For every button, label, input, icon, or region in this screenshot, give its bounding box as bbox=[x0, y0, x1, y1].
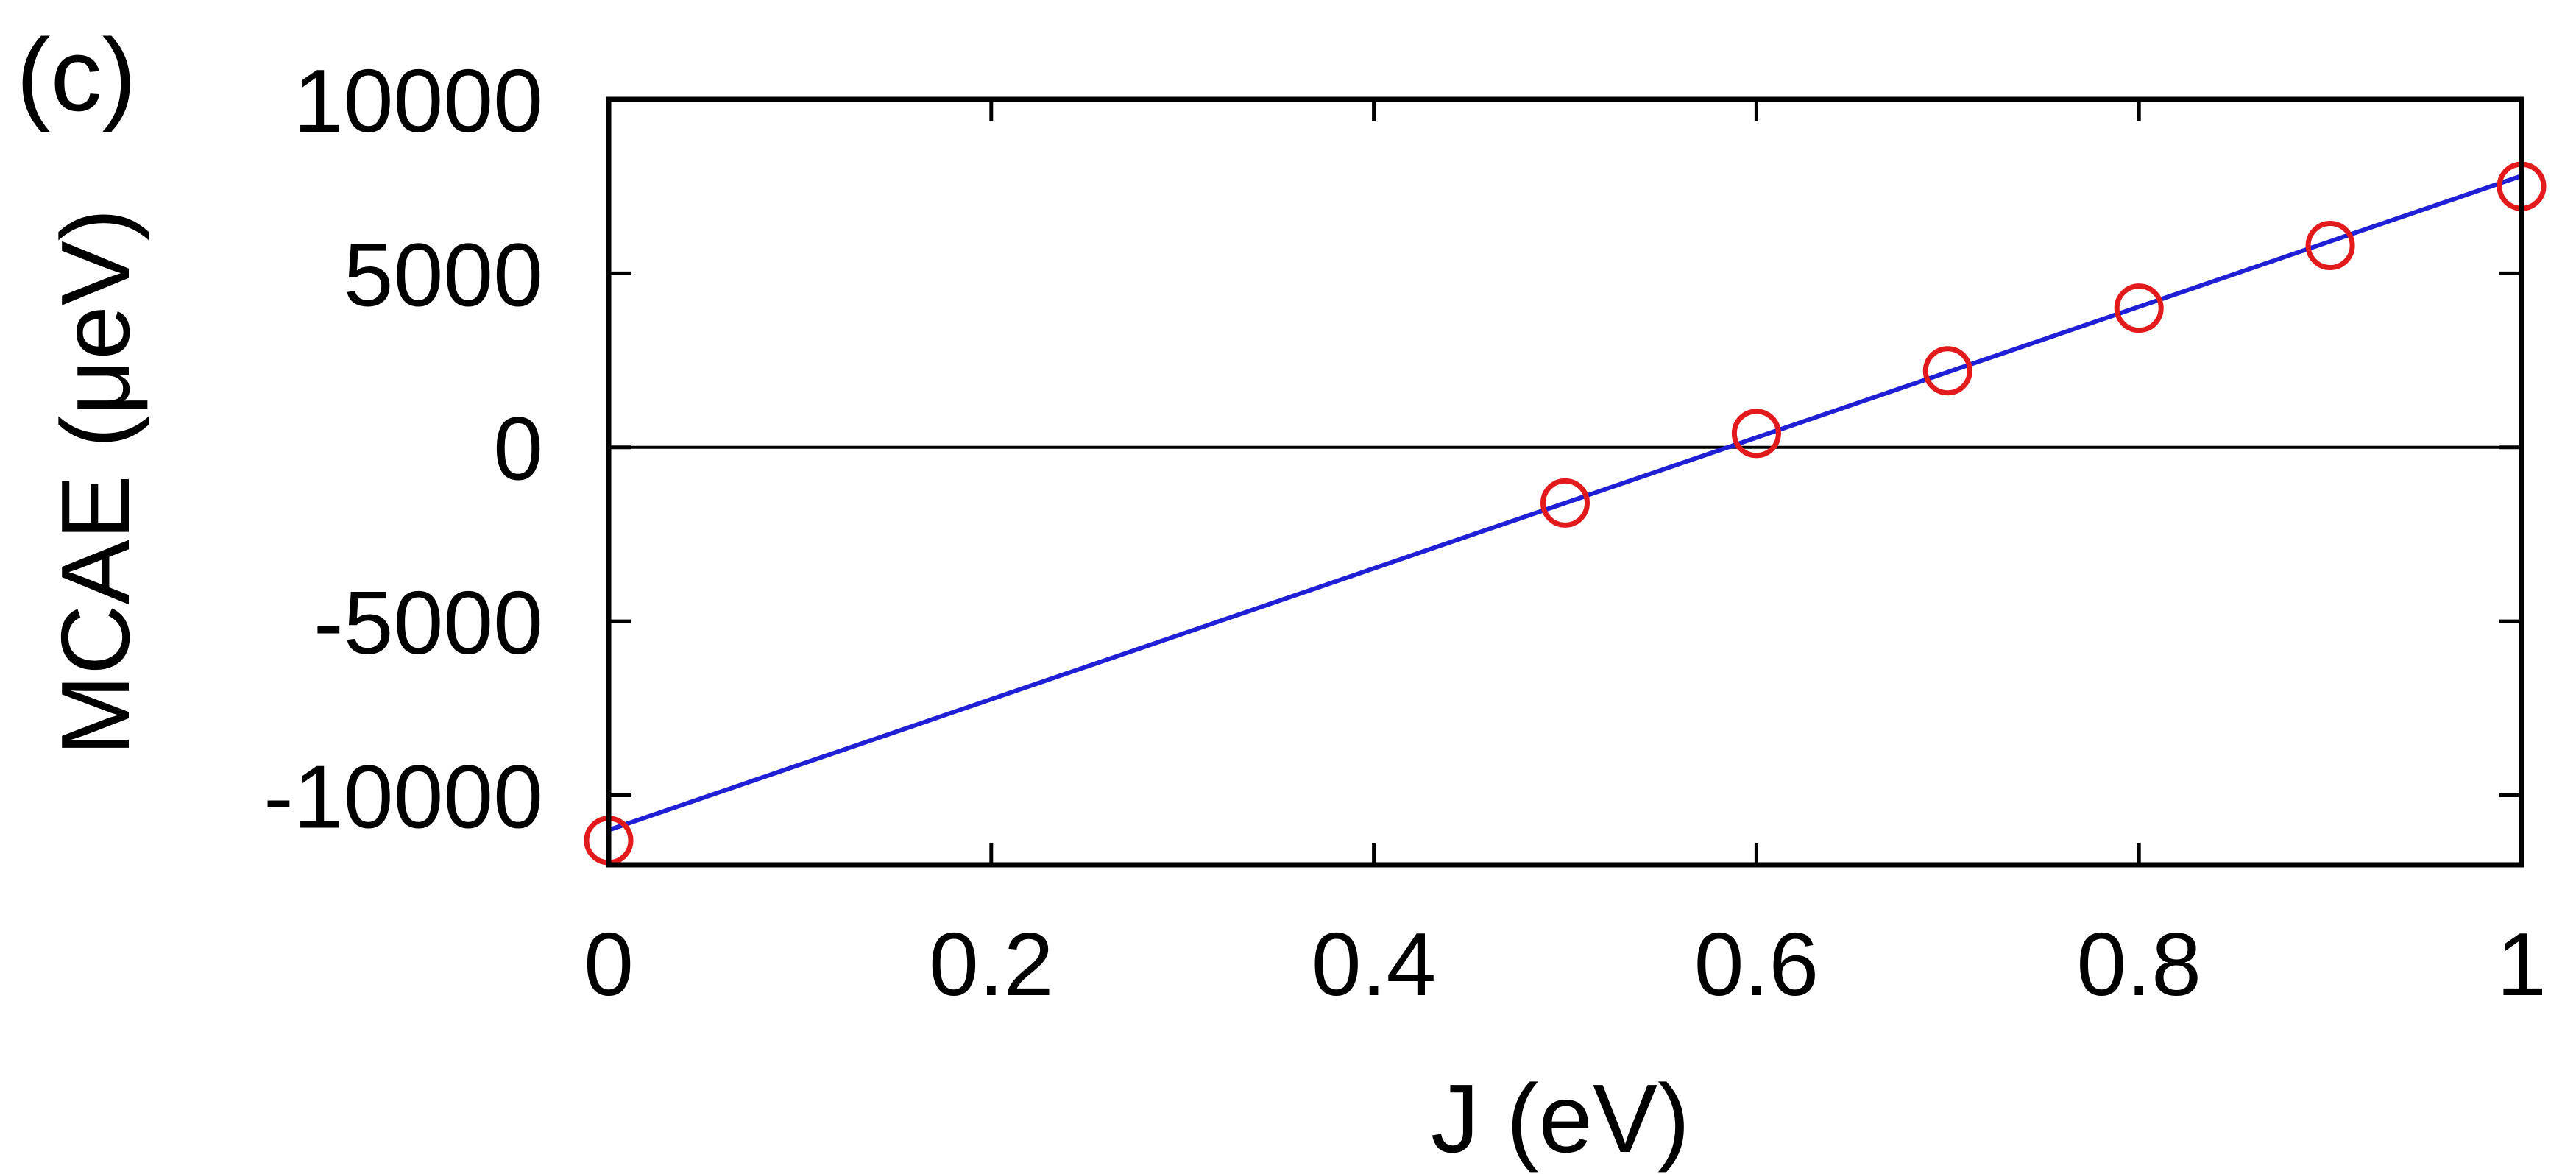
x-axis-title: J (eV) bbox=[1431, 1064, 1690, 1173]
y-axis-title: MCAE (μeV) bbox=[41, 208, 149, 755]
y-tick-label-2: 0 bbox=[493, 399, 543, 499]
x-tick-label-4: 0.8 bbox=[2076, 914, 2201, 1014]
fit-line-layer bbox=[608, 174, 2522, 832]
fit-line bbox=[608, 174, 2522, 832]
x-tick-label-1: 0.2 bbox=[929, 914, 1054, 1014]
y-tick-label-1: -5000 bbox=[314, 573, 543, 673]
panel-label: (c) bbox=[16, 17, 136, 132]
x-tick-label-3: 0.6 bbox=[1694, 914, 1819, 1014]
data-point-5 bbox=[2305, 221, 2355, 271]
y-tick-label-4: 10000 bbox=[294, 51, 543, 151]
x-tick-label-0: 0 bbox=[584, 914, 634, 1014]
x-tick-labels: 0 0.2 0.4 0.6 0.8 1 bbox=[584, 914, 2547, 1014]
y-tick-label-0: -10000 bbox=[263, 746, 543, 846]
y-tick-label-3: 5000 bbox=[344, 224, 543, 325]
x-tick-label-2: 0.4 bbox=[1312, 914, 1437, 1014]
tick-marks-layer bbox=[606, 97, 2524, 865]
plot-frame bbox=[606, 96, 2524, 868]
data-point-1 bbox=[1540, 478, 1590, 528]
data-point-3 bbox=[1922, 346, 1972, 396]
data-point-2 bbox=[1731, 409, 1781, 459]
data-point-4 bbox=[2114, 283, 2164, 333]
x-tick-label-5: 1 bbox=[2497, 914, 2547, 1014]
y-tick-labels: -10000 -5000 0 5000 10000 bbox=[263, 51, 543, 846]
